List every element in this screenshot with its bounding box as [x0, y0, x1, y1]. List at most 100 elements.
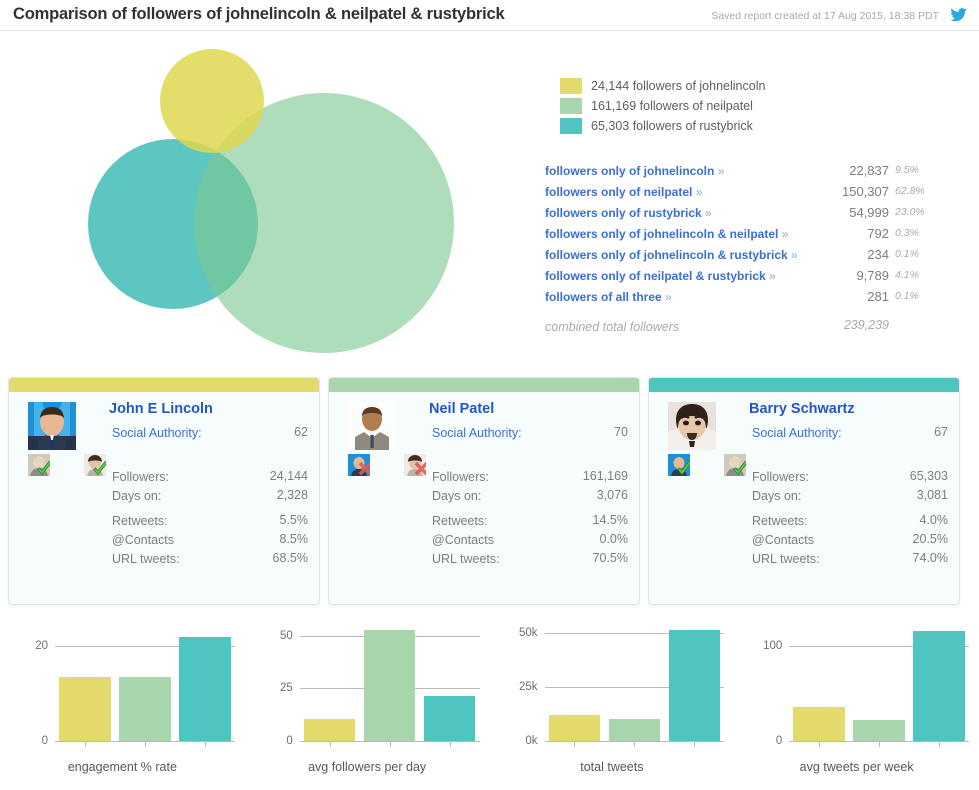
profile-card-john-e-lincoln[interactable]: John E Lincoln Social Authority: 62 Foll…: [8, 377, 320, 605]
avatar-neil-patel[interactable]: [348, 402, 396, 450]
chart-x-label: total tweets: [580, 760, 644, 774]
x-mark-icon: [414, 461, 426, 476]
verified-check-icon: [677, 461, 690, 476]
chart-bar-johnelincoln[interactable]: [303, 719, 356, 741]
legend-label: 161,169 followers of neilpatel: [591, 99, 753, 113]
stat-value: 24,144: [269, 469, 308, 483]
chart-plot-area: 0 25 50: [280, 625, 480, 747]
chart-axis-ticks: [789, 741, 969, 747]
breakdown-link-rustybrick-only[interactable]: followers only of rustybrick »: [545, 205, 803, 221]
stat-followers: Followers: 65,303: [752, 467, 948, 486]
venn-circle-neilpatel[interactable]: [194, 93, 454, 353]
related-thumbnails: [348, 454, 426, 476]
chart-bars: [789, 625, 969, 741]
related-thumbnail[interactable]: [28, 454, 50, 476]
chart-axis-tick-neilpatel: [849, 741, 909, 747]
chart-bar-neilpatel[interactable]: [119, 677, 171, 741]
twitter-bird-icon[interactable]: [949, 6, 969, 24]
chevron-right-icon: »: [665, 290, 672, 304]
stat-label: Retweets:: [752, 514, 808, 528]
chart-avg-followers-per-day: 0 25 50 avg followers per day: [245, 615, 490, 790]
verified-check-icon: [93, 461, 106, 476]
chevron-right-icon: »: [717, 164, 725, 178]
chart-bar-rustybrick[interactable]: [668, 630, 721, 741]
stat-value: 65,303: [909, 469, 948, 483]
chart-tick-label: 25k: [518, 680, 538, 693]
chart-bar-neilpatel[interactable]: [853, 720, 905, 741]
stat-contacts: @Contacts 8.5%: [112, 530, 308, 549]
legend-swatch-neilpatel: [560, 98, 582, 114]
breakdown-link-neilpatel-rustybrick[interactable]: followers only of neilpatel & rustybrick…: [545, 268, 803, 284]
report-timestamp: Saved report created at 17 Aug 2015, 18:…: [711, 10, 939, 22]
chart-bar-rustybrick[interactable]: [913, 630, 965, 741]
breakdown-link-all-three[interactable]: followers of all three »: [545, 289, 803, 305]
chevron-right-icon: »: [791, 248, 798, 262]
venn-circle-johnelincoln[interactable]: [160, 49, 264, 153]
chart-bar-cell: [664, 625, 724, 741]
chart-x-label: avg followers per day: [308, 760, 427, 774]
chart-tick-label: 25: [279, 682, 293, 695]
followers-venn-diagram: [88, 49, 454, 353]
stat-label: @Contacts: [432, 533, 495, 547]
breakdown-link-neilpatel-only[interactable]: followers only of neilpatel »: [545, 184, 803, 200]
avatar-barry-schwartz[interactable]: [668, 402, 716, 450]
chart-bar-johnelincoln[interactable]: [59, 677, 111, 741]
breakdown-value: 22,837: [849, 163, 889, 178]
related-thumbnail[interactable]: [404, 454, 426, 476]
chart-bar-johnelincoln[interactable]: [793, 706, 845, 741]
chart-bar-neilpatel[interactable]: [363, 630, 416, 741]
chart-axis-ticks: [545, 741, 725, 747]
related-thumbnails: [28, 454, 106, 476]
breakdown-row: followers only of johnelincoln » 22,837 …: [545, 163, 937, 181]
chart-plot-area: 0 100: [763, 625, 969, 747]
chart-tick-label: 50k: [518, 626, 538, 639]
stat-label: Days on:: [432, 489, 482, 503]
breakdown-value: 234: [867, 247, 889, 262]
breakdown-link-johnelincoln-neilpatel[interactable]: followers only of johnelincoln & neilpat…: [545, 226, 803, 242]
stat-label: Retweets:: [112, 514, 168, 528]
stat-value: 3,081: [916, 488, 948, 502]
stat-label: Social Authority:: [432, 426, 522, 440]
chart-x-label: engagement % rate: [67, 760, 177, 774]
breakdown-label: followers only of johnelincoln & rustybr…: [545, 248, 788, 262]
related-thumbnail[interactable]: [84, 454, 106, 476]
chart-bar-neilpatel[interactable]: [608, 719, 661, 741]
stat-value: 62: [294, 425, 308, 439]
profile-name[interactable]: Barry Schwartz: [749, 401, 855, 417]
chart-bar-rustybrick[interactable]: [179, 636, 231, 741]
profile-name[interactable]: Neil Patel: [429, 401, 495, 417]
stat-label: Followers:: [752, 470, 809, 484]
x-mark-icon: [358, 461, 370, 476]
related-thumbnail[interactable]: [348, 454, 370, 476]
breakdown-label: followers of all three: [545, 290, 662, 304]
stat-url-tweets: URL tweets: 68.5%: [112, 549, 308, 587]
breakdown-label: followers only of neilpatel & rustybrick: [545, 269, 766, 283]
avatar-john-e-lincoln[interactable]: [28, 402, 76, 450]
verified-check-icon: [733, 461, 746, 476]
related-thumbnail[interactable]: [668, 454, 690, 476]
chart-tick-label: 0: [286, 735, 293, 747]
chart-gridline: 50k: [519, 627, 725, 639]
stat-social-authority: Social Authority: 67: [752, 423, 948, 461]
verified-check-icon: [37, 461, 50, 476]
stat-followers: Followers: 24,144: [112, 467, 308, 486]
breakdown-percent: 0.1%: [895, 248, 919, 260]
chart-axis-tick-johnelincoln: [300, 741, 360, 747]
breakdown-link-johnelincoln-rustybrick[interactable]: followers only of johnelincoln & rustybr…: [545, 247, 803, 263]
stat-value: 70: [614, 425, 628, 439]
profile-name[interactable]: John E Lincoln: [109, 401, 213, 417]
chevron-right-icon: »: [695, 185, 703, 199]
chart-bar-johnelincoln[interactable]: [548, 714, 601, 741]
profile-stats: Social Authority: 67 Followers: 65,303 D…: [752, 423, 948, 587]
stat-value: 68.5%: [272, 551, 308, 565]
chart-axis-tick-johnelincoln: [55, 741, 115, 747]
chart-tick-label: 0: [775, 735, 783, 747]
breakdown-link-johnelincoln-only[interactable]: followers only of johnelincoln »: [545, 163, 803, 179]
profile-card-barry-schwartz[interactable]: Barry Schwartz Social Authority: 67 Foll…: [648, 377, 960, 605]
chart-tick-label: 0: [41, 735, 48, 747]
followers-breakdown-table: followers only of johnelincoln » 22,837 …: [545, 163, 937, 336]
related-thumbnail[interactable]: [724, 454, 746, 476]
chart-bar-rustybrick[interactable]: [423, 696, 476, 741]
profile-card-neil-patel[interactable]: Neil Patel Social Authority: 70 Follower…: [328, 377, 640, 605]
